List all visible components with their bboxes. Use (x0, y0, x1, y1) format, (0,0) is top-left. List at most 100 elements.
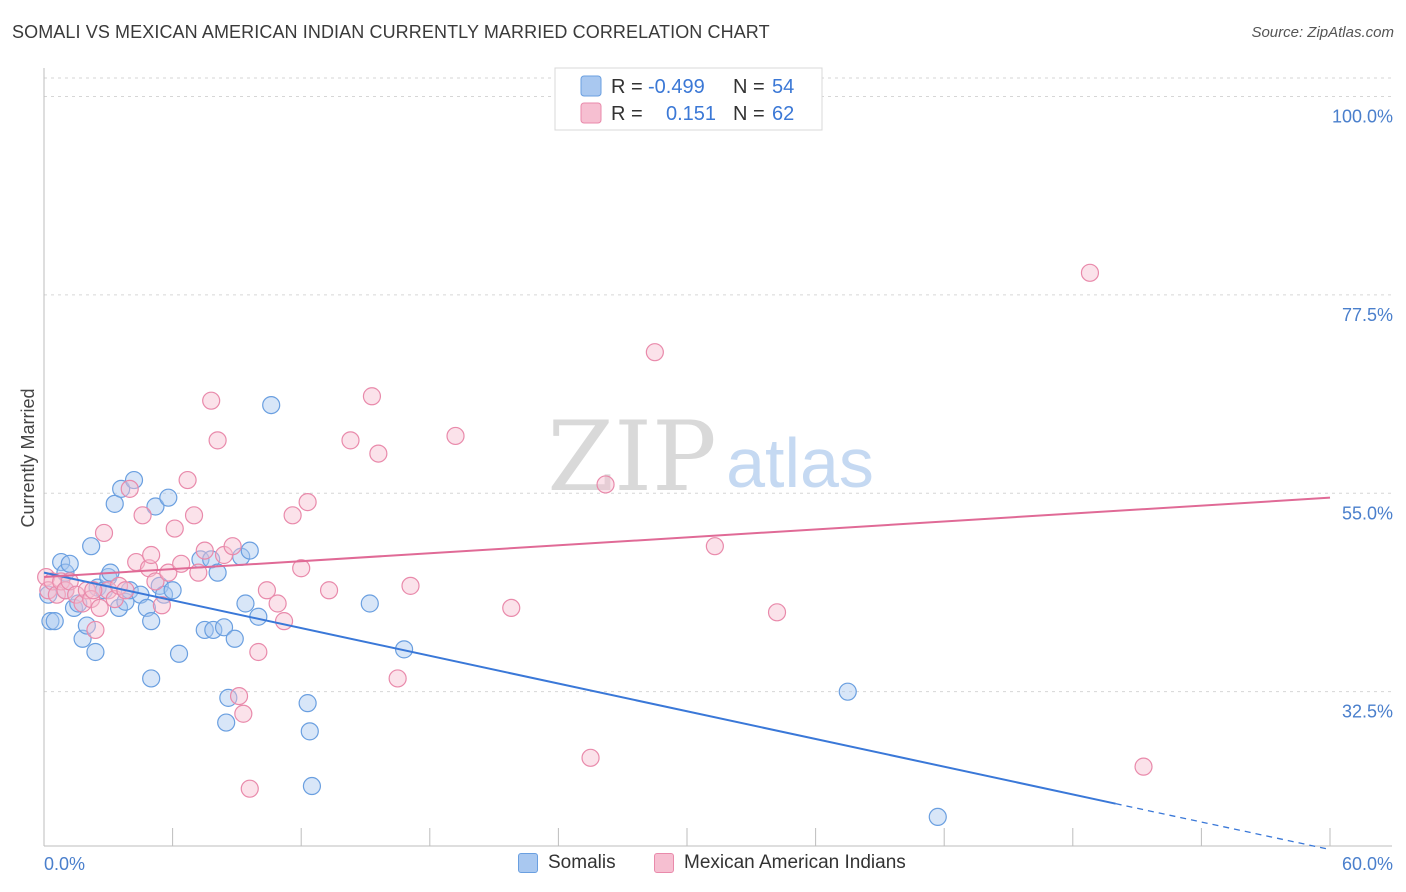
mexican-american-indians-point (362, 387, 382, 406)
somalis-point (163, 581, 182, 600)
somalis-point (208, 563, 227, 582)
somalis-point (204, 620, 223, 640)
mexican-american-indians-point (1080, 263, 1100, 282)
mexican-american-indians-point (195, 541, 214, 560)
legend-swatch-mexican-american-indians (580, 102, 602, 124)
watermark-atlas: atlas (726, 424, 874, 502)
somalis-point (360, 594, 379, 613)
watermark-zip: ZIP (547, 401, 716, 513)
legend-n-label-2: N = (733, 103, 765, 125)
mexican-american-indians-point (202, 391, 221, 410)
mexican-american-indians-point (234, 704, 253, 723)
legend-n-label-1: N = (733, 76, 765, 98)
legend-item-somalis: Somalis (518, 852, 616, 874)
mexican-american-indians-point (502, 598, 521, 618)
mexican-american-indians-point (446, 426, 465, 446)
y-axis-label: Currently Married (18, 388, 38, 527)
somalis-point (300, 722, 319, 741)
mexican-american-indians-point (388, 669, 407, 688)
legend-r-value-2: 0.151 (666, 103, 716, 125)
mexican-american-indians-point (341, 431, 360, 450)
legend-label: Mexican American Indians (684, 852, 906, 873)
mexican-american-indians-point (249, 642, 268, 662)
tick-labels: 100.0% 77.5% 55.0% 32.5% 0.0% 60.0% (44, 106, 1393, 874)
mexican-american-indians-point (229, 686, 249, 706)
legend-r-label-2: R = (611, 103, 643, 125)
somalis-trend-line (43, 571, 1116, 805)
x-tick-label: 0.0% (44, 854, 85, 874)
somalis-point (302, 776, 322, 796)
legend-swatch (654, 853, 674, 873)
y-tick-label: 77.5% (1342, 305, 1393, 325)
mexican-american-indians-point (274, 612, 294, 631)
mexican-american-indians-point (86, 620, 105, 640)
somalis-point (214, 618, 234, 637)
trend-lines (43, 496, 1331, 851)
somalis-point (262, 395, 281, 415)
mexican-american-indians-point (596, 475, 615, 494)
mexican-american-indians-point (146, 572, 165, 591)
mexican-american-indians-point (208, 431, 227, 450)
somalis-point (298, 694, 317, 713)
mexican-american-indians-point (142, 545, 161, 565)
mexican-american-indians-point (257, 581, 277, 600)
data-points (37, 263, 1153, 827)
somalis-point (142, 612, 161, 631)
mexican-american-indians-point (1134, 757, 1153, 776)
mexican-american-indians-point (283, 506, 302, 525)
somalis-point (60, 554, 79, 573)
somalis-point (142, 669, 161, 688)
bottom-legend: Somalis Mexican American Indians (0, 852, 1406, 878)
mexican-american-indians-point (268, 594, 287, 613)
mexican-american-indians-point (705, 537, 724, 556)
y-tick-label: 55.0% (1342, 503, 1393, 523)
legend-swatch (518, 853, 538, 873)
legend-n-value-2: 62 (772, 103, 794, 125)
mexican-american-indians-point (133, 506, 152, 525)
legend-swatch-somalis (580, 75, 602, 97)
somalis-trend-extension (1115, 803, 1331, 851)
somalis-point (217, 713, 236, 732)
mexican-american-indians-point (298, 492, 317, 512)
somalis-point (928, 807, 947, 827)
mexican-american-indians-point (184, 506, 204, 525)
mexican-american-indians-point (240, 779, 259, 798)
y-tick-label: 100.0% (1332, 106, 1393, 126)
y-tick-label: 32.5% (1342, 702, 1393, 722)
chart-title: SOMALI VS MEXICAN AMERICAN INDIAN CURREN… (12, 22, 770, 42)
somalis-point (124, 470, 144, 490)
somalis-point (240, 541, 259, 560)
somalis-point (86, 642, 105, 662)
mexican-american-indians-point (369, 444, 388, 463)
somalis-point (838, 682, 857, 701)
somalis-point (45, 612, 64, 631)
legend-label: Somalis (548, 852, 616, 873)
mexican-american-indians-point (84, 581, 103, 600)
somalis-point (225, 629, 244, 648)
mexican-american-indians-point (90, 598, 109, 618)
mexican-american-indians-point (645, 343, 664, 362)
mexican-american-indians-point (120, 479, 139, 498)
mexican-american-indians-point (94, 523, 114, 543)
somalis-point (82, 537, 101, 556)
source-label: Source: ZipAtlas.com (1251, 24, 1394, 41)
mexican-american-indians-point (152, 596, 171, 615)
mexican-american-indians-trend-line (43, 496, 1331, 579)
mexican-american-indians-point (292, 559, 311, 578)
mexican-american-indians-point (319, 581, 339, 600)
mexican-american-indians-point (581, 748, 600, 767)
legend-item-mexican-american-indians: Mexican American Indians (654, 852, 906, 874)
somalis-point (169, 644, 189, 663)
mexican-american-indians-point (165, 519, 184, 538)
mexican-american-indians-point (223, 537, 242, 556)
somalis-point (146, 497, 165, 516)
somalis-point (159, 488, 178, 507)
legend-box: R = -0.499 N = 54 R = 0.151 N = 62 (554, 67, 823, 131)
mexican-american-indians-point (767, 603, 787, 622)
legend-r-label-1: R = (611, 76, 643, 98)
somalis-point (105, 494, 124, 513)
mexican-american-indians-point (178, 470, 197, 490)
mexican-american-indians-point (56, 581, 75, 600)
somalis-point (77, 616, 96, 635)
